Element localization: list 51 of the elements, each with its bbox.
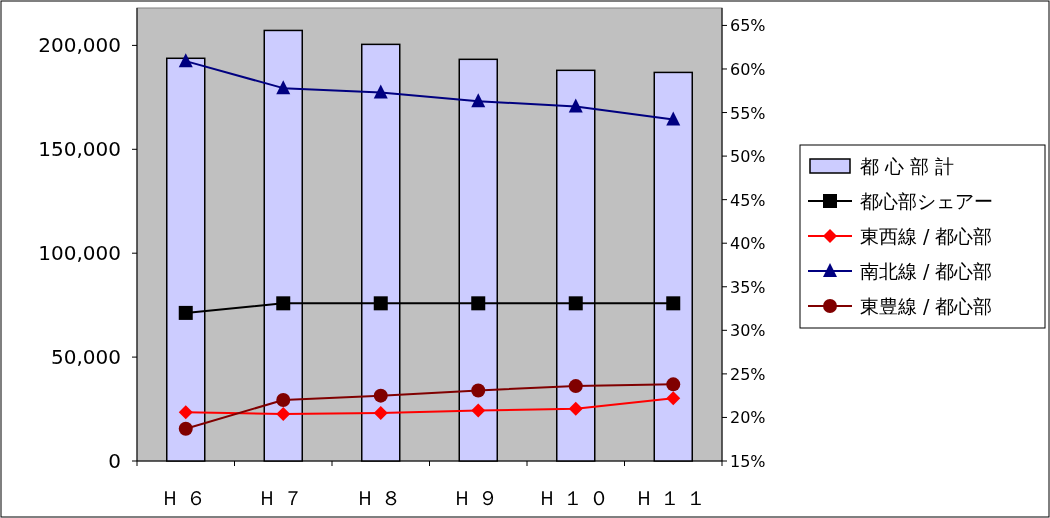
y2-tick-label: 50%: [730, 147, 766, 167]
point: [568, 98, 583, 113]
y2-tick-label: 25%: [730, 364, 766, 384]
point: [666, 377, 681, 392]
y2-tick-label: 40%: [730, 234, 766, 254]
x-tick-label: Ｈ１０: [536, 486, 615, 510]
y-tick-label: 100,000: [38, 241, 121, 266]
point: [666, 111, 681, 126]
point: [373, 406, 388, 421]
point: [373, 84, 388, 99]
y2-tick-label: 15%: [730, 452, 766, 471]
point: [373, 296, 388, 311]
point: [276, 296, 291, 311]
point: [666, 296, 681, 311]
y-tick-label: 0: [108, 449, 121, 473]
x-tick-label: Ｈ１１: [634, 486, 713, 510]
point: [178, 305, 193, 320]
legend-label: 都 心 部 計: [860, 155, 955, 177]
point: [276, 80, 291, 95]
point: [568, 379, 583, 394]
point: [178, 405, 193, 420]
y2-tick-label: 20%: [730, 408, 766, 428]
y2-tick-label: 55%: [730, 103, 766, 123]
y2-tick-label: 30%: [730, 321, 766, 341]
y2-tick-label: 45%: [730, 190, 766, 210]
point: [471, 403, 486, 418]
point: [568, 401, 583, 416]
point: [373, 388, 388, 403]
point: [276, 406, 291, 421]
legend-label: 東西線 / 都心部: [860, 225, 993, 247]
y-tick-label: 200,000: [38, 33, 121, 58]
x-tick-label: Ｈ６: [159, 486, 212, 510]
point: [178, 53, 193, 68]
legend-label: 東豊線 / 都心部: [860, 295, 993, 317]
legend-label: 都心部シェアー: [860, 190, 993, 212]
y-tick-label: 150,000: [38, 137, 121, 162]
point: [276, 393, 291, 408]
x-tick-label: Ｈ８: [354, 486, 407, 510]
point: [568, 296, 583, 311]
y-tick-label: 50,000: [51, 345, 121, 370]
y2-tick-label: 60%: [730, 59, 766, 79]
point: [178, 421, 193, 436]
x-tick-label: Ｈ７: [257, 486, 310, 510]
legend-label: 南北線 / 都心部: [860, 260, 993, 282]
y2-tick-label: 65%: [730, 16, 766, 36]
x-tick-label: Ｈ９: [452, 486, 505, 510]
point: [471, 383, 486, 398]
point: [666, 391, 681, 406]
point: [471, 93, 486, 108]
y2-tick-label: 35%: [730, 277, 766, 297]
point: [471, 296, 486, 311]
